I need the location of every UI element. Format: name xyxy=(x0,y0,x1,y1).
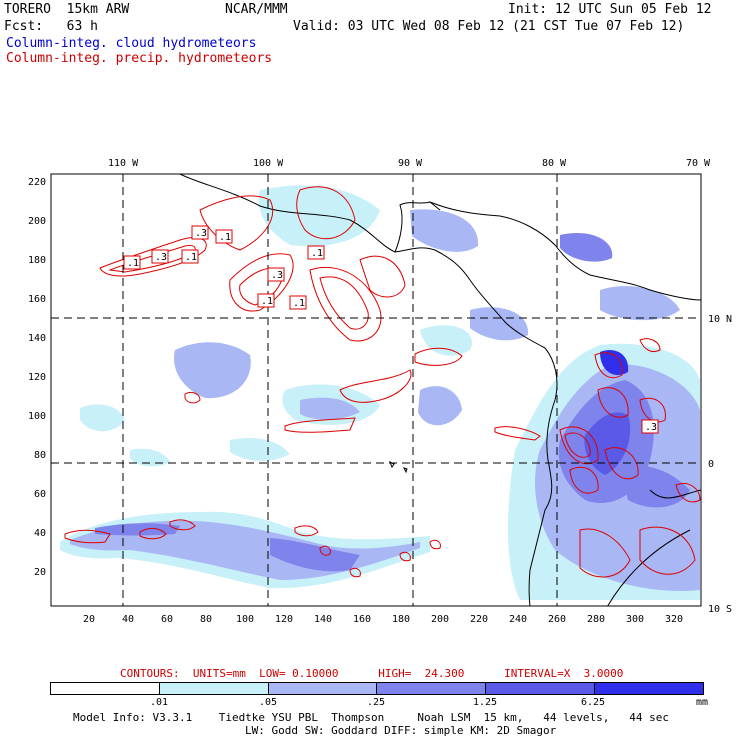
lat-label: 10 S xyxy=(708,604,732,615)
cloud-patch-central xyxy=(174,342,251,399)
contour-label: .1 xyxy=(127,258,139,269)
valid-time: Valid: 03 UTC Wed 08 Feb 12 (21 CST Tue … xyxy=(293,19,685,34)
y-tick: 100 xyxy=(28,411,46,422)
x-tick: 100 xyxy=(236,614,254,625)
x-tick: 300 xyxy=(626,614,644,625)
cloud-field-label: Column-integ. cloud hydrometeors xyxy=(6,36,257,51)
contour-label: .1 xyxy=(293,298,305,309)
y-tick: 40 xyxy=(34,528,46,539)
x-tick: 140 xyxy=(314,614,332,625)
color-legend xyxy=(50,682,704,695)
model-physics: LW: Godd SW: Goddard DIFF: simple KM: 2D… xyxy=(245,724,557,737)
lon-label: 90 W xyxy=(398,158,423,169)
y-tick: 120 xyxy=(28,372,46,383)
legend-swatch xyxy=(594,683,703,694)
lat-label: 10 N xyxy=(708,314,732,325)
coastlines xyxy=(179,174,701,606)
legend-swatch xyxy=(485,683,595,694)
forecast-map: .1 .3 .1 .3 .1 .1 .3 .1 .1 .3 110 W 100 … xyxy=(28,158,732,625)
y-tick: 180 xyxy=(28,255,46,266)
x-tick: 120 xyxy=(275,614,293,625)
legend-swatch xyxy=(267,683,377,694)
legend-value: .01 xyxy=(149,697,169,708)
legend-swatch xyxy=(51,683,159,694)
y-tick: 80 xyxy=(34,450,46,461)
y-tick: 220 xyxy=(28,177,46,188)
bottom-axis-labels: 20 40 60 80 100 120 140 160 180 200 220 … xyxy=(83,614,683,625)
x-tick: 20 xyxy=(83,614,95,625)
contour-label: .3 xyxy=(195,228,207,239)
x-tick: 220 xyxy=(470,614,488,625)
legend-value: 6.25 xyxy=(580,697,606,708)
coastline-central-america xyxy=(179,174,546,349)
model-title: TORERO 15km ARW xyxy=(4,2,130,17)
x-tick: 180 xyxy=(392,614,410,625)
precip-field-label: Column-integ. precip. hydrometeors xyxy=(6,51,273,66)
contour-label: .1 xyxy=(219,232,231,243)
legend-swatch xyxy=(158,683,268,694)
lat-label: 0 xyxy=(708,459,714,470)
contour-label: .3 xyxy=(645,422,657,433)
x-tick: 80 xyxy=(200,614,212,625)
x-tick: 240 xyxy=(509,614,527,625)
y-tick: 140 xyxy=(28,333,46,344)
contour-label: .1 xyxy=(311,248,323,259)
coastline-south-america xyxy=(528,347,558,606)
contour-label: .3 xyxy=(271,270,283,281)
legend-value: .05 xyxy=(258,697,278,708)
left-axis-labels: 220 200 180 160 140 120 100 80 60 40 20 xyxy=(28,177,46,578)
contour-label: .3 xyxy=(155,252,167,263)
legend-value: 1.25 xyxy=(472,697,498,708)
legend-swatch xyxy=(376,683,486,694)
lon-label: 70 W xyxy=(686,158,711,169)
grid-lines xyxy=(51,174,701,606)
x-tick: 200 xyxy=(431,614,449,625)
map-frame xyxy=(50,173,702,607)
x-tick: 60 xyxy=(161,614,173,625)
contour-label: .1 xyxy=(185,252,197,263)
y-tick: 60 xyxy=(34,489,46,500)
y-tick: 20 xyxy=(34,567,46,578)
contour-cluster-nw xyxy=(99,237,207,277)
x-tick: 320 xyxy=(665,614,683,625)
top-axis-labels: 110 W 100 W 90 W 80 W 70 W xyxy=(108,158,711,169)
y-tick: 200 xyxy=(28,216,46,227)
organization: NCAR/MMM xyxy=(225,2,288,17)
x-tick: 280 xyxy=(587,614,605,625)
lon-label: 110 W xyxy=(108,158,139,169)
right-axis-labels: 10 N 0 10 S xyxy=(708,314,732,615)
contour-label: .1 xyxy=(261,296,273,307)
forecast-hour: Fcst: 63 h xyxy=(4,19,98,34)
x-tick: 160 xyxy=(353,614,371,625)
contour-labels: .1 .3 .1 .3 .1 .1 .3 .1 .1 .3 xyxy=(123,225,659,434)
legend-value: .25 xyxy=(366,697,386,708)
lon-label: 80 W xyxy=(542,158,567,169)
x-tick: 40 xyxy=(122,614,134,625)
x-tick: 260 xyxy=(548,614,566,625)
legend-unit: mm xyxy=(695,697,709,708)
precip-contours xyxy=(64,186,701,578)
y-tick: 160 xyxy=(28,294,46,305)
model-info: Model Info: V3.3.1 Tiedtke YSU PBL Thomp… xyxy=(73,711,670,724)
init-time: Init: 12 UTC Sun 05 Feb 12 xyxy=(508,2,712,17)
contours-info: CONTOURS: UNITS=mm LOW= 0.10000 HIGH= 24… xyxy=(120,667,624,680)
lon-label: 100 W xyxy=(253,158,284,169)
